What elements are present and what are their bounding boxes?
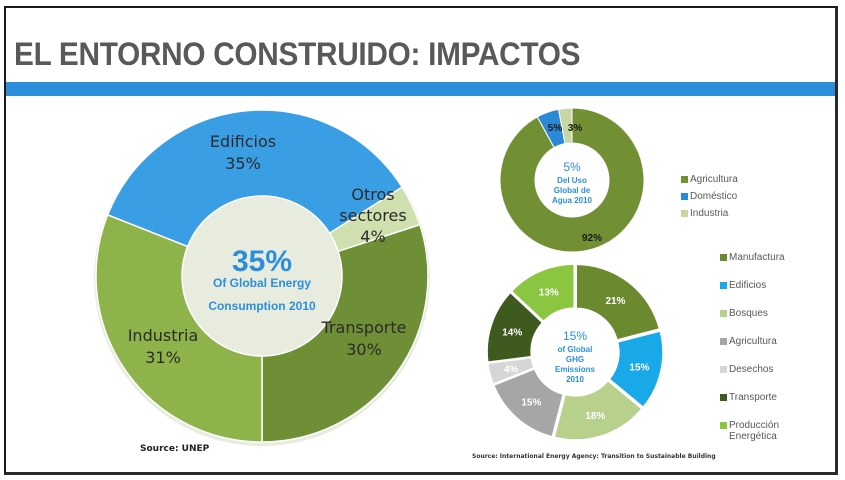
energy-donut-chart: Transporte 30% Otros sectores 4% Edificios 35%… xyxy=(94,109,430,446)
legend-label: Agricultura xyxy=(729,336,777,347)
legend-label: Industria xyxy=(690,208,729,219)
energy-label-industria: 31% xyxy=(145,348,181,367)
ghg-legend-item-transporte: Transporte xyxy=(720,392,777,403)
legend-label-line: Edificios xyxy=(729,280,767,291)
ghg-value-label: 15% xyxy=(521,398,541,409)
ghg-legend-item-produccion-energetica: Producción Energética xyxy=(720,420,779,442)
slice-industria xyxy=(557,107,573,145)
slice-edificios xyxy=(106,109,404,248)
legend-swatch xyxy=(681,176,688,183)
source-iea: Source: International Energy Agency: Tra… xyxy=(472,453,716,460)
water-center-caption: Agua 2010 xyxy=(552,196,593,205)
ghg-center-value: 15% xyxy=(563,329,587,343)
ghg-center-caption: 2010 xyxy=(566,375,584,384)
water-center-caption: Global de xyxy=(554,186,591,195)
slide-title: EL ENTORNO CONSTRUIDO: IMPACTOS xyxy=(14,36,581,72)
legend-label-line: Producción xyxy=(729,420,780,431)
title-accent-bar xyxy=(6,82,835,96)
water-legend-item-industria: Industria xyxy=(681,208,728,219)
legend-swatch xyxy=(720,422,727,429)
water-legend-item-agricultura: Agricultura xyxy=(681,174,738,185)
water-legend-item-domestico: Doméstico xyxy=(681,191,737,202)
source-unep: Source: UNEP xyxy=(140,444,210,454)
legend-swatch xyxy=(720,366,727,373)
legend-label: Bosques xyxy=(729,308,768,319)
legend-swatch xyxy=(720,254,727,261)
ghg-value-label: 14% xyxy=(502,328,522,339)
slice-agricultura xyxy=(492,367,565,438)
legend-label: Doméstico xyxy=(690,191,738,202)
slice-desechos xyxy=(486,356,535,386)
legend-swatch xyxy=(720,310,727,317)
ghg-legend-item-agricultura: Agricultura xyxy=(720,336,777,347)
energy-center-caption: Consumption 2010 xyxy=(208,299,316,313)
energy-center-caption: Of Global Energy xyxy=(213,276,311,290)
slice-transporte xyxy=(486,291,544,363)
water-center-caption: Del Uso xyxy=(557,176,587,185)
ghg-center-caption: Emissions xyxy=(555,365,596,374)
legend-label-line: Manufactura xyxy=(729,252,785,263)
legend-label: Agricultura xyxy=(690,174,738,185)
ghg-legend-item-edificios: Edificios xyxy=(720,280,766,291)
water-value-label: 5% xyxy=(548,123,563,134)
energy-center-value: 35% xyxy=(232,245,292,278)
legend-swatch xyxy=(720,394,727,401)
energy-label-edificios: Edificios xyxy=(210,132,276,151)
legend-label-line: Agricultura xyxy=(729,336,777,347)
ghg-value-label: 13% xyxy=(539,287,559,298)
energy-label-otros-sectores: Otros xyxy=(351,185,394,204)
ghg-value-label: 15% xyxy=(629,362,649,373)
water-value-label: 92% xyxy=(582,233,602,244)
slice-edificios xyxy=(608,330,664,409)
energy-label-edificios: 35% xyxy=(225,154,261,173)
ghg-value-label: 4% xyxy=(504,364,519,375)
energy-label-transporte: 30% xyxy=(346,340,382,359)
energy-label-industria: Industria xyxy=(128,326,199,345)
slice-transporte xyxy=(261,223,429,443)
legend-swatch xyxy=(720,282,727,289)
slice-otros-sectores xyxy=(328,186,421,253)
legend-label: Desechos xyxy=(729,364,773,375)
slice-industria xyxy=(95,213,263,443)
legend-swatch xyxy=(681,210,688,217)
ghg-value-label: 21% xyxy=(605,296,625,307)
ghg-center-caption: GHG xyxy=(566,355,584,364)
energy-label-transporte: Transporte xyxy=(321,318,407,337)
legend-label: Transporte xyxy=(729,392,777,403)
slice-bosques xyxy=(553,379,643,441)
legend-label-line: Desechos xyxy=(729,364,774,375)
slice-produccion-energetica xyxy=(510,263,575,323)
legend-label-line: Energética xyxy=(729,431,777,442)
ghg-legend-item-desechos: Desechos xyxy=(720,364,773,375)
legend-swatch xyxy=(681,193,688,200)
energy-label-otros-sectores: sectores xyxy=(339,206,406,225)
ghg-legend-item-manufactura: Manufactura xyxy=(720,252,785,263)
legend-label: Producción Energética xyxy=(729,420,779,442)
legend-label-line: Transporte xyxy=(729,392,777,403)
water-value-label: 3% xyxy=(568,123,583,134)
slice-manufactura xyxy=(575,263,661,341)
legend-label: Edificios xyxy=(729,280,766,291)
ghg-value-label: 18% xyxy=(585,411,605,422)
legend-label: Manufactura xyxy=(729,252,785,263)
slice-agricultura xyxy=(499,107,645,253)
energy-label-otros-sectores: 4% xyxy=(360,227,385,246)
water-center-value: 5% xyxy=(563,160,581,174)
ghg-center-caption: of Global xyxy=(558,345,593,354)
ghg-donut-chart: 21% 15% 18% 15% 4% 14% 13% 15% of GlobalGHGEmiss… xyxy=(486,263,664,441)
legend-swatch xyxy=(720,338,727,345)
legend-label-line: Bosques xyxy=(729,308,768,319)
ghg-legend-item-bosques: Bosques xyxy=(720,308,768,319)
